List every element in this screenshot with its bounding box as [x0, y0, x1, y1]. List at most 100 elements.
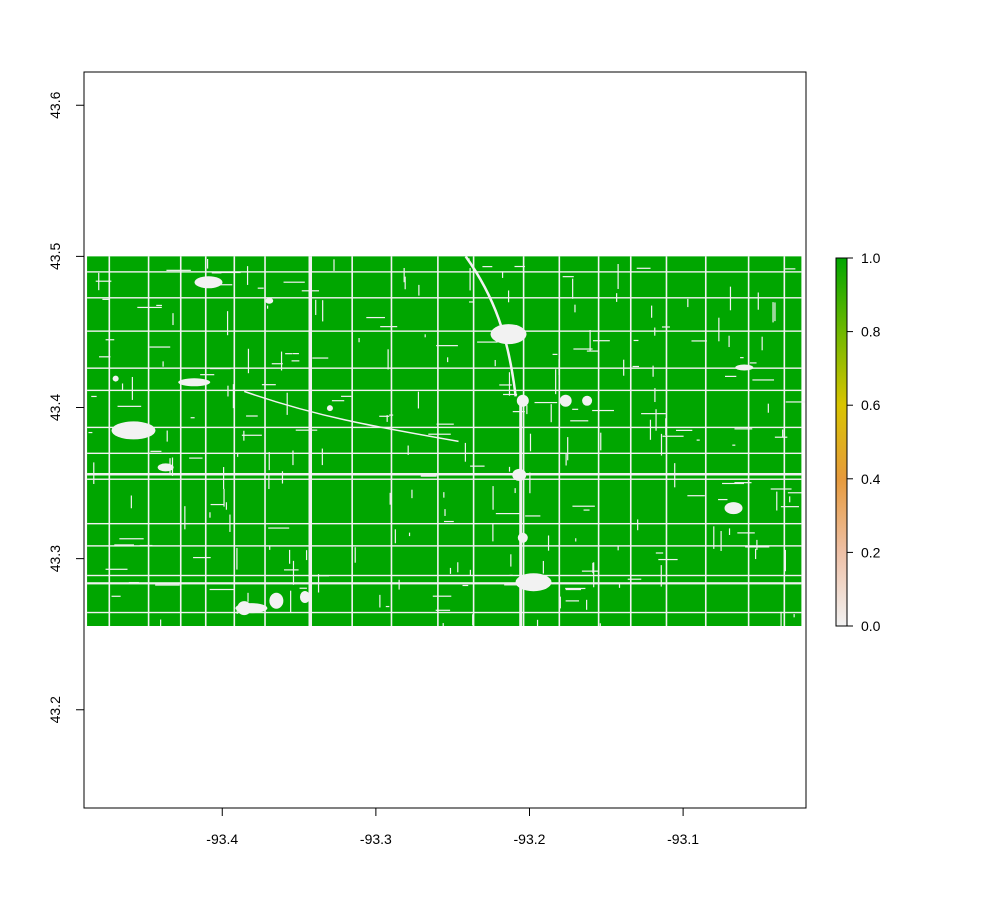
field-gap	[162, 361, 164, 367]
field-gap	[784, 268, 796, 270]
field-gap	[246, 266, 249, 285]
highway-line	[87, 582, 802, 585]
field-gap	[501, 271, 504, 278]
field-gap	[756, 539, 758, 550]
field-gap	[720, 530, 722, 551]
field-gap	[504, 584, 527, 586]
road-line	[179, 256, 182, 626]
field-gap	[301, 290, 320, 292]
field-gap	[696, 439, 700, 441]
road-line	[704, 256, 707, 626]
field-gap	[237, 452, 239, 457]
field-gap	[573, 348, 593, 350]
field-gap	[117, 405, 142, 407]
field-gap	[156, 304, 162, 307]
non-covered-area	[516, 394, 529, 407]
field-gap	[99, 356, 111, 358]
field-gap	[358, 337, 360, 343]
field-gap	[247, 592, 249, 602]
field-gap	[583, 509, 590, 511]
field-gap	[131, 376, 133, 400]
field-gap	[641, 413, 666, 415]
road-line	[665, 256, 668, 626]
field-gap	[379, 415, 390, 417]
field-gap	[499, 384, 512, 386]
field-gap	[654, 327, 656, 336]
field-gap	[444, 509, 446, 516]
road-line	[87, 452, 802, 455]
field-gap	[737, 532, 755, 534]
field-gap	[150, 450, 162, 452]
x-tick-label: -93.3	[360, 831, 392, 847]
field-gap	[411, 489, 413, 499]
field-gap	[632, 365, 640, 368]
field-gap	[184, 506, 186, 530]
field-gap	[88, 431, 93, 434]
field-gap	[559, 596, 561, 609]
field-gap	[93, 462, 95, 484]
field-gap	[403, 267, 405, 283]
field-gap	[734, 428, 753, 430]
road-line	[204, 256, 207, 626]
field-gap	[534, 401, 558, 404]
field-gap	[288, 549, 291, 564]
x-tick-label: -93.4	[206, 831, 238, 847]
road-line	[87, 330, 802, 332]
field-gap	[558, 358, 560, 375]
legend-tick-label: 0.8	[861, 324, 881, 340]
legend-color-bar	[836, 258, 847, 626]
non-covered-area	[559, 394, 572, 407]
road-line	[233, 256, 236, 626]
field-gap	[232, 384, 235, 409]
diagonal-road	[464, 255, 517, 397]
field-gap	[315, 299, 317, 315]
field-gap	[507, 290, 510, 303]
field-gap	[268, 527, 290, 529]
field-gap	[572, 505, 595, 507]
road-line	[747, 256, 750, 626]
field-gap	[724, 375, 737, 377]
field-gap	[526, 405, 528, 415]
field-gap	[495, 512, 520, 515]
field-gap	[757, 292, 759, 310]
field-gap	[128, 581, 139, 584]
field-gap	[472, 614, 474, 626]
field-gap	[772, 302, 774, 323]
field-gap	[599, 623, 601, 626]
field-gap	[436, 345, 458, 347]
field-gap	[408, 532, 411, 537]
field-gap	[494, 359, 496, 367]
field-gap	[652, 365, 654, 377]
field-gap	[512, 411, 525, 413]
non-covered-area	[735, 364, 754, 371]
field-gap	[574, 304, 576, 313]
non-covered-area	[582, 395, 593, 406]
road-line	[558, 256, 561, 626]
field-gap	[761, 336, 763, 351]
road-line	[87, 522, 802, 525]
field-gap	[247, 348, 250, 374]
field-gap	[317, 574, 320, 593]
field-gap	[418, 284, 420, 296]
road-line	[87, 389, 802, 392]
field-gap	[782, 429, 784, 438]
field-gap	[592, 409, 614, 412]
field-gap	[312, 357, 329, 359]
field-gap	[623, 359, 625, 376]
road-line	[87, 297, 802, 299]
field-gap	[570, 420, 589, 422]
field-gap	[424, 334, 426, 338]
field-gap	[234, 473, 252, 476]
y-tick-label: 43.3	[47, 545, 63, 572]
field-gap	[305, 550, 308, 561]
field-gap	[417, 391, 420, 409]
non-covered-area	[194, 276, 223, 289]
field-gap	[385, 605, 390, 608]
field-gap	[592, 562, 594, 574]
field-gap	[286, 392, 288, 415]
field-gap	[220, 271, 241, 274]
non-covered-area	[299, 591, 310, 604]
field-gap	[292, 353, 299, 355]
field-gap	[114, 544, 134, 546]
